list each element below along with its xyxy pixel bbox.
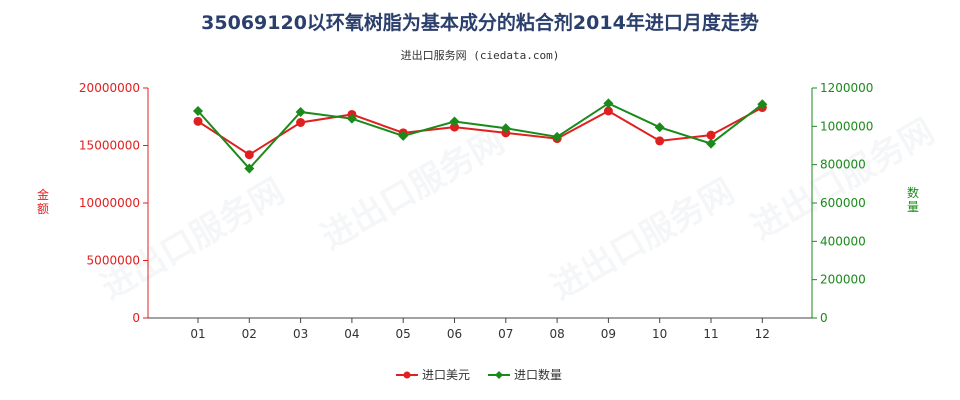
x-tick-label: 08 (549, 327, 564, 341)
chart-subtitle: 进出口服务网 (ciedata.com) (400, 49, 560, 62)
x-tick-label: 02 (242, 327, 257, 341)
left-tick-label: 15000000 (79, 139, 140, 153)
legend-item: 进口数量 (488, 367, 562, 382)
x-tick-label: 12 (755, 327, 770, 341)
data-point-marker (654, 122, 665, 133)
data-point-marker (552, 131, 563, 142)
left-axis-label: 金额 (36, 188, 49, 216)
data-point-marker (296, 118, 306, 127)
legend-label: 进口美元 (422, 368, 470, 382)
left-tick-label: 5000000 (87, 254, 140, 268)
left-tick-label: 0 (132, 311, 140, 325)
x-tick-label: 06 (447, 327, 462, 341)
series-line (197, 102, 763, 170)
legend-label: 进口数量 (514, 367, 562, 382)
left-tick-label: 20000000 (79, 81, 140, 95)
watermark-group: 进出口服务网 进出口服务网 进出口服务网 进出口服务网 (95, 111, 942, 308)
legend-marker (495, 371, 503, 379)
data-point-marker (346, 113, 357, 124)
watermark-text: 进出口服务网 (315, 121, 512, 258)
right-tick-label: 0 (820, 311, 828, 325)
x-tick-label: 04 (344, 327, 359, 341)
data-point-marker (757, 99, 768, 110)
x-tick-label: 05 (396, 327, 411, 341)
right-tick-label: 1200000 (820, 81, 873, 95)
legend-marker (403, 371, 411, 379)
watermark-text: 进出口服务网 (95, 171, 292, 308)
data-point-marker (706, 130, 716, 140)
x-tick-label: 01 (190, 327, 205, 341)
watermark-text: 进出口服务网 (545, 171, 742, 308)
series-line (197, 106, 763, 156)
right-tick-label: 200000 (820, 273, 866, 287)
data-point-marker (193, 116, 203, 126)
x-tick-label: 10 (652, 327, 667, 341)
data-point-marker (655, 136, 665, 146)
right-tick-label: 1000000 (820, 119, 873, 133)
data-point-marker (398, 130, 409, 141)
x-tick-label: 09 (601, 327, 616, 341)
data-point-marker (449, 116, 460, 127)
left-tick-label: 10000000 (79, 196, 140, 210)
data-point-marker (603, 106, 613, 116)
data-point-marker (193, 106, 203, 116)
right-axis-label: 数量 (906, 186, 919, 214)
x-tick-label: 03 (293, 327, 308, 341)
chart-title: 35069120以环氧树脂为基本成分的粘合剂2014年进口月度走势 (201, 12, 759, 34)
data-point-marker (450, 122, 459, 132)
x-tick-label: 07 (498, 327, 513, 341)
right-tick-label: 800000 (820, 158, 866, 172)
data-point-marker (500, 123, 511, 134)
data-point-marker (295, 106, 306, 117)
data-point-marker (603, 98, 614, 109)
right-tick-label: 400000 (820, 234, 866, 248)
x-tick-label: 11 (703, 327, 718, 341)
data-point-marker (706, 138, 716, 149)
right-tick-label: 600000 (820, 196, 866, 210)
data-point-marker (244, 150, 254, 160)
legend-item: 进口美元 (396, 368, 470, 382)
data-point-marker (244, 163, 255, 174)
